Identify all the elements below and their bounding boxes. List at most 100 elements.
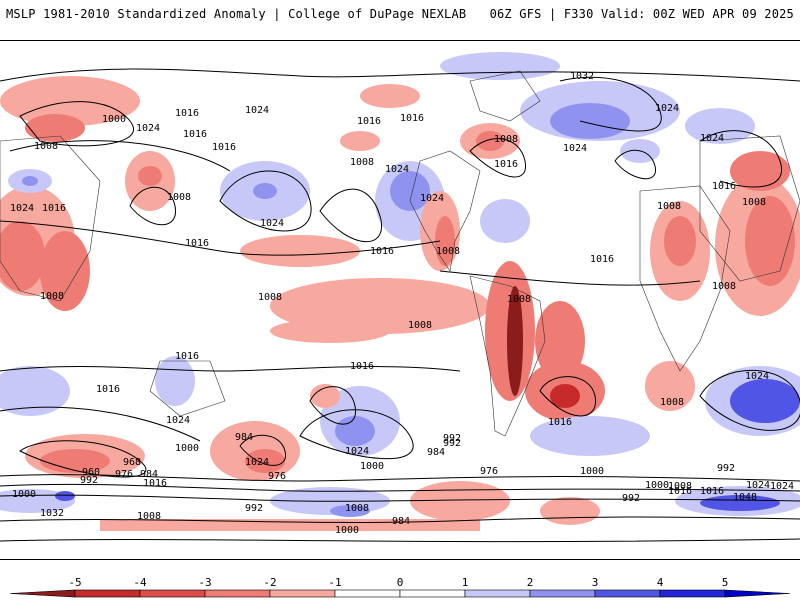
isobar-label: 1000 [102,114,126,125]
isobar-label: 1016 [700,486,724,497]
isobar-label: 1016 [400,113,424,124]
isobar-label: 1024 [746,480,770,491]
isobar-label: 1024 [700,133,724,144]
isobar-label: 1016 [175,108,199,119]
isobar-label: 992 [80,475,98,486]
isobar-label: 1008 [742,197,766,208]
isobar-label: 960 [82,467,100,478]
isobar-label: 1016 [668,486,692,497]
colorbar-segment [464,589,531,598]
isobar-label: 1024 [420,193,444,204]
isobar-label: 1016 [175,351,199,362]
colorbar-segment [529,589,596,598]
isobar-label: 992 [717,463,735,474]
isobar-label: 1032 [40,508,64,519]
isobar-label: 1024 [260,218,284,229]
isobar-label: 1048 [733,492,757,503]
isobar-label: 1000 [175,443,199,454]
colorbar-tick-label: 3 [591,576,599,589]
isobar-label: 1008 [40,291,64,302]
isobar-label: 1024 [166,415,190,426]
colorbar-segment [204,589,271,598]
isobar-label: 976 [480,466,498,477]
isobar-label: 992 [443,438,461,449]
colorbar-tick-label: -5 [68,576,82,589]
colorbar-segment [594,589,661,598]
isobar-label: 1032 [570,71,594,82]
isobar-label: 984 [235,432,253,443]
coastlines [0,70,800,437]
map-panel[interactable]: 1032 1024 1016 1024 1016 1000 1008 1024 … [0,40,800,560]
colorbar [0,560,800,600]
isobar-label: 1000 [12,489,36,500]
colorbar-segment [659,589,726,598]
isobar-label: 984 [427,447,445,458]
isobar-label: 1024 [245,457,269,468]
isobar-label: 1016 [185,238,209,249]
isobar-label: 1008 [507,294,531,305]
isobar-label: 1016 [143,478,167,489]
header-bar: MSLP 1981-2010 Standardized Anomaly | Co… [0,0,800,40]
isobar-label: 1000 [360,461,384,472]
colorbar-tick-label: 5 [721,576,729,589]
isobar-label: 1008 [34,141,58,152]
isobar-label: 1000 [335,525,359,536]
isobar-label: 1016 [590,254,614,265]
isobar-label: 1024 [770,481,794,492]
isobar-label: 1024 [745,371,769,382]
isobar-label: 992 [245,503,263,514]
isobar-label: 1016 [350,361,374,372]
isobar-labels: 1032 1024 1016 1024 1016 1000 1008 1024 … [10,71,794,536]
colorbar-tick-label: -3 [198,576,212,589]
isobar-label: 1008 [668,481,692,492]
isobar-label: 1008 [712,281,736,292]
isobar-label: 992 [622,493,640,504]
colorbar-segment [74,589,141,598]
isobar-label: 1024 [345,446,369,457]
isobar-label: 1008 [345,503,369,514]
colorbar-tick-label: -1 [328,576,342,589]
colorbar-tick-label: 0 [396,576,404,589]
anomaly-map: 1032 1024 1016 1024 1016 1000 1008 1024 … [0,52,800,543]
colorbar-segment [724,589,791,598]
isobar-label: 1016 [42,203,66,214]
isobar-label: 1008 [494,134,518,145]
isobar-label: 1008 [350,157,374,168]
isobar-label: 1024 [385,164,409,175]
isobar-label: 1008 [436,246,460,257]
map-title: MSLP 1981-2010 Standardized Anomaly | Co… [6,7,467,21]
colorbar-tick-label: 1 [461,576,469,589]
colorbar-svg [9,589,791,598]
isobar-label: 1016 [712,181,736,192]
isobar-label: 1008 [167,192,191,203]
isobar-label: 1008 [660,397,684,408]
isobar-label: 1016 [357,116,381,127]
isobar-label: 984 [140,469,158,480]
isobar-label: 1024 [563,143,587,154]
colorbar-segment [334,589,401,598]
isobar-label: 1024 [136,123,160,134]
isobar-label: 1016 [96,384,120,395]
colorbar-tick-label: 4 [656,576,664,589]
isobar-label: 1008 [258,292,282,303]
isobar-label: 1000 [645,480,669,491]
isobar-label: 1016 [494,159,518,170]
colorbar-segment [9,589,76,598]
isobar-label: 1024 [245,105,269,116]
anomaly-shading [0,52,800,531]
isobar-label: 976 [115,469,133,480]
isobar-label: 1008 [137,511,161,522]
isobar-label: 1016 [212,142,236,153]
isobars [0,68,800,543]
run-info: 06Z GFS | F330 Valid: 00Z WED APR 09 202… [489,7,794,21]
isobar-label: 1008 [657,201,681,212]
isobar-label: 1024 [655,103,679,114]
isobar-label: 1016 [548,417,572,428]
colorbar-segment [139,589,206,598]
colorbar-tick-label: -2 [263,576,277,589]
isobar-label: 992 [443,433,461,444]
isobar-label: 1000 [580,466,604,477]
isobar-label: 1024 [10,203,34,214]
isobar-label: 1016 [370,246,394,257]
colorbar-segment [399,589,466,598]
